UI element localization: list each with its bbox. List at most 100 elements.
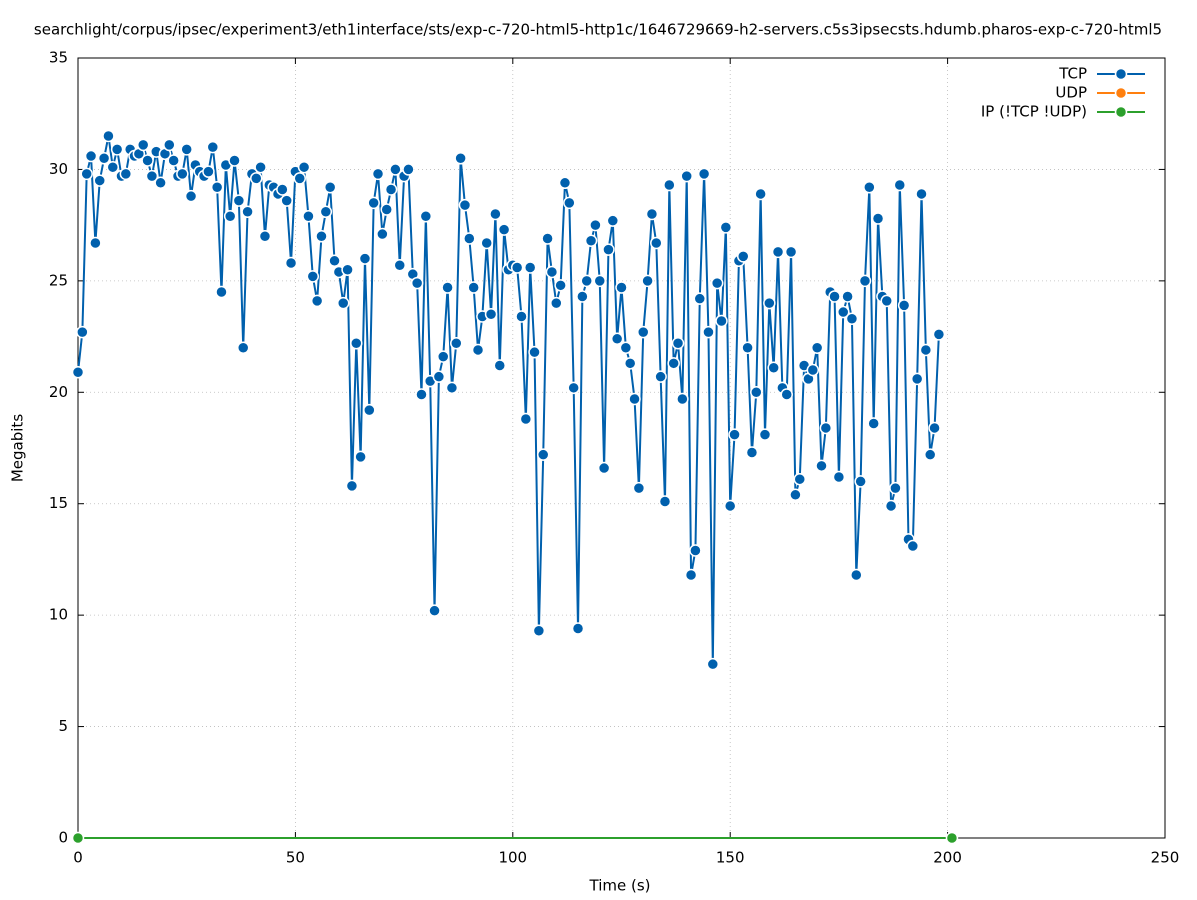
data-point bbox=[723, 499, 737, 513]
data-point bbox=[276, 183, 289, 196]
x-axis-label: Time (s) bbox=[589, 877, 651, 895]
y-tick-label: 30 bbox=[49, 160, 68, 178]
data-point bbox=[523, 261, 537, 274]
data-point bbox=[280, 194, 293, 207]
data-point bbox=[236, 341, 250, 354]
data-point bbox=[758, 428, 772, 441]
data-point bbox=[919, 343, 933, 357]
data-point bbox=[167, 154, 180, 167]
data-point bbox=[302, 209, 315, 223]
data-point bbox=[454, 152, 467, 165]
x-tick-label: 250 bbox=[1151, 849, 1180, 867]
data-point bbox=[428, 604, 441, 617]
data-point bbox=[228, 154, 241, 167]
x-tick-label: 0 bbox=[73, 849, 83, 867]
data-point bbox=[497, 223, 511, 236]
x-tick-label: 50 bbox=[286, 849, 305, 867]
data-point bbox=[232, 194, 246, 207]
data-point bbox=[641, 274, 654, 288]
data-point bbox=[210, 181, 224, 194]
data-point bbox=[854, 475, 867, 488]
data-point bbox=[519, 412, 533, 426]
y-tick-label: 20 bbox=[49, 383, 68, 401]
data-point bbox=[554, 279, 567, 292]
data-point bbox=[580, 274, 593, 288]
data-point bbox=[710, 276, 724, 290]
legend-label: UDP bbox=[1055, 84, 1087, 102]
data-point bbox=[297, 160, 311, 174]
data-point bbox=[250, 172, 263, 185]
data-point bbox=[945, 831, 959, 845]
data-point bbox=[97, 152, 111, 165]
data-point bbox=[419, 209, 433, 223]
data-point bbox=[384, 183, 398, 196]
data-point bbox=[610, 332, 624, 346]
y-tick-label: 5 bbox=[58, 717, 68, 735]
data-point bbox=[558, 176, 572, 190]
data-point bbox=[467, 281, 480, 294]
data-point bbox=[550, 296, 563, 310]
data-point bbox=[545, 265, 559, 279]
data-point bbox=[684, 568, 698, 582]
data-point bbox=[728, 428, 741, 441]
data-point bbox=[241, 205, 254, 219]
legend-label: TCP bbox=[1058, 65, 1087, 83]
y-tick-label: 25 bbox=[49, 271, 68, 289]
data-point bbox=[84, 149, 98, 163]
data-point bbox=[410, 276, 424, 290]
data-point bbox=[671, 337, 685, 350]
data-point bbox=[310, 294, 324, 308]
data-point bbox=[858, 274, 872, 288]
data-point bbox=[306, 270, 320, 283]
data-point bbox=[336, 296, 350, 310]
data-point bbox=[402, 163, 415, 176]
data-point bbox=[541, 232, 554, 245]
data-point bbox=[463, 232, 476, 245]
data-point bbox=[828, 290, 841, 303]
data-point bbox=[615, 281, 628, 294]
data-point bbox=[432, 370, 446, 383]
data-point bbox=[315, 230, 328, 243]
data-point bbox=[576, 290, 589, 303]
data-point bbox=[206, 140, 220, 154]
data-point bbox=[441, 281, 454, 294]
data-point bbox=[715, 314, 728, 328]
data-point bbox=[106, 160, 120, 174]
data-point bbox=[806, 363, 820, 377]
data-point bbox=[632, 481, 646, 495]
data-point bbox=[458, 198, 472, 212]
y-tick-label: 15 bbox=[49, 494, 68, 512]
data-point bbox=[493, 359, 507, 372]
x-tick-label: 100 bbox=[498, 849, 527, 867]
data-point bbox=[602, 243, 615, 256]
data-point bbox=[480, 236, 493, 250]
data-point bbox=[789, 488, 802, 502]
data-point bbox=[850, 568, 863, 582]
data-point bbox=[658, 495, 672, 508]
data-point bbox=[871, 212, 885, 225]
data-point bbox=[202, 165, 215, 178]
data-point bbox=[897, 299, 911, 312]
data-point bbox=[780, 388, 793, 401]
data-point bbox=[223, 209, 237, 223]
data-point bbox=[680, 169, 693, 183]
data-point bbox=[71, 831, 85, 845]
data-point bbox=[515, 310, 528, 323]
data-point bbox=[754, 187, 767, 201]
data-point bbox=[845, 312, 859, 325]
data-point bbox=[293, 172, 306, 185]
data-point bbox=[841, 290, 854, 303]
x-tick-label: 200 bbox=[933, 849, 962, 867]
data-point bbox=[676, 392, 689, 406]
data-point bbox=[636, 325, 650, 339]
data-point bbox=[176, 167, 189, 181]
y-tick-label: 0 bbox=[58, 829, 68, 847]
data-point bbox=[619, 341, 633, 354]
data-point bbox=[706, 657, 720, 671]
data-point bbox=[645, 207, 659, 221]
legend-label: IP (!TCP !UDP) bbox=[981, 103, 1087, 121]
series-line bbox=[77, 135, 940, 665]
data-point bbox=[141, 154, 154, 167]
data-point bbox=[745, 446, 759, 459]
